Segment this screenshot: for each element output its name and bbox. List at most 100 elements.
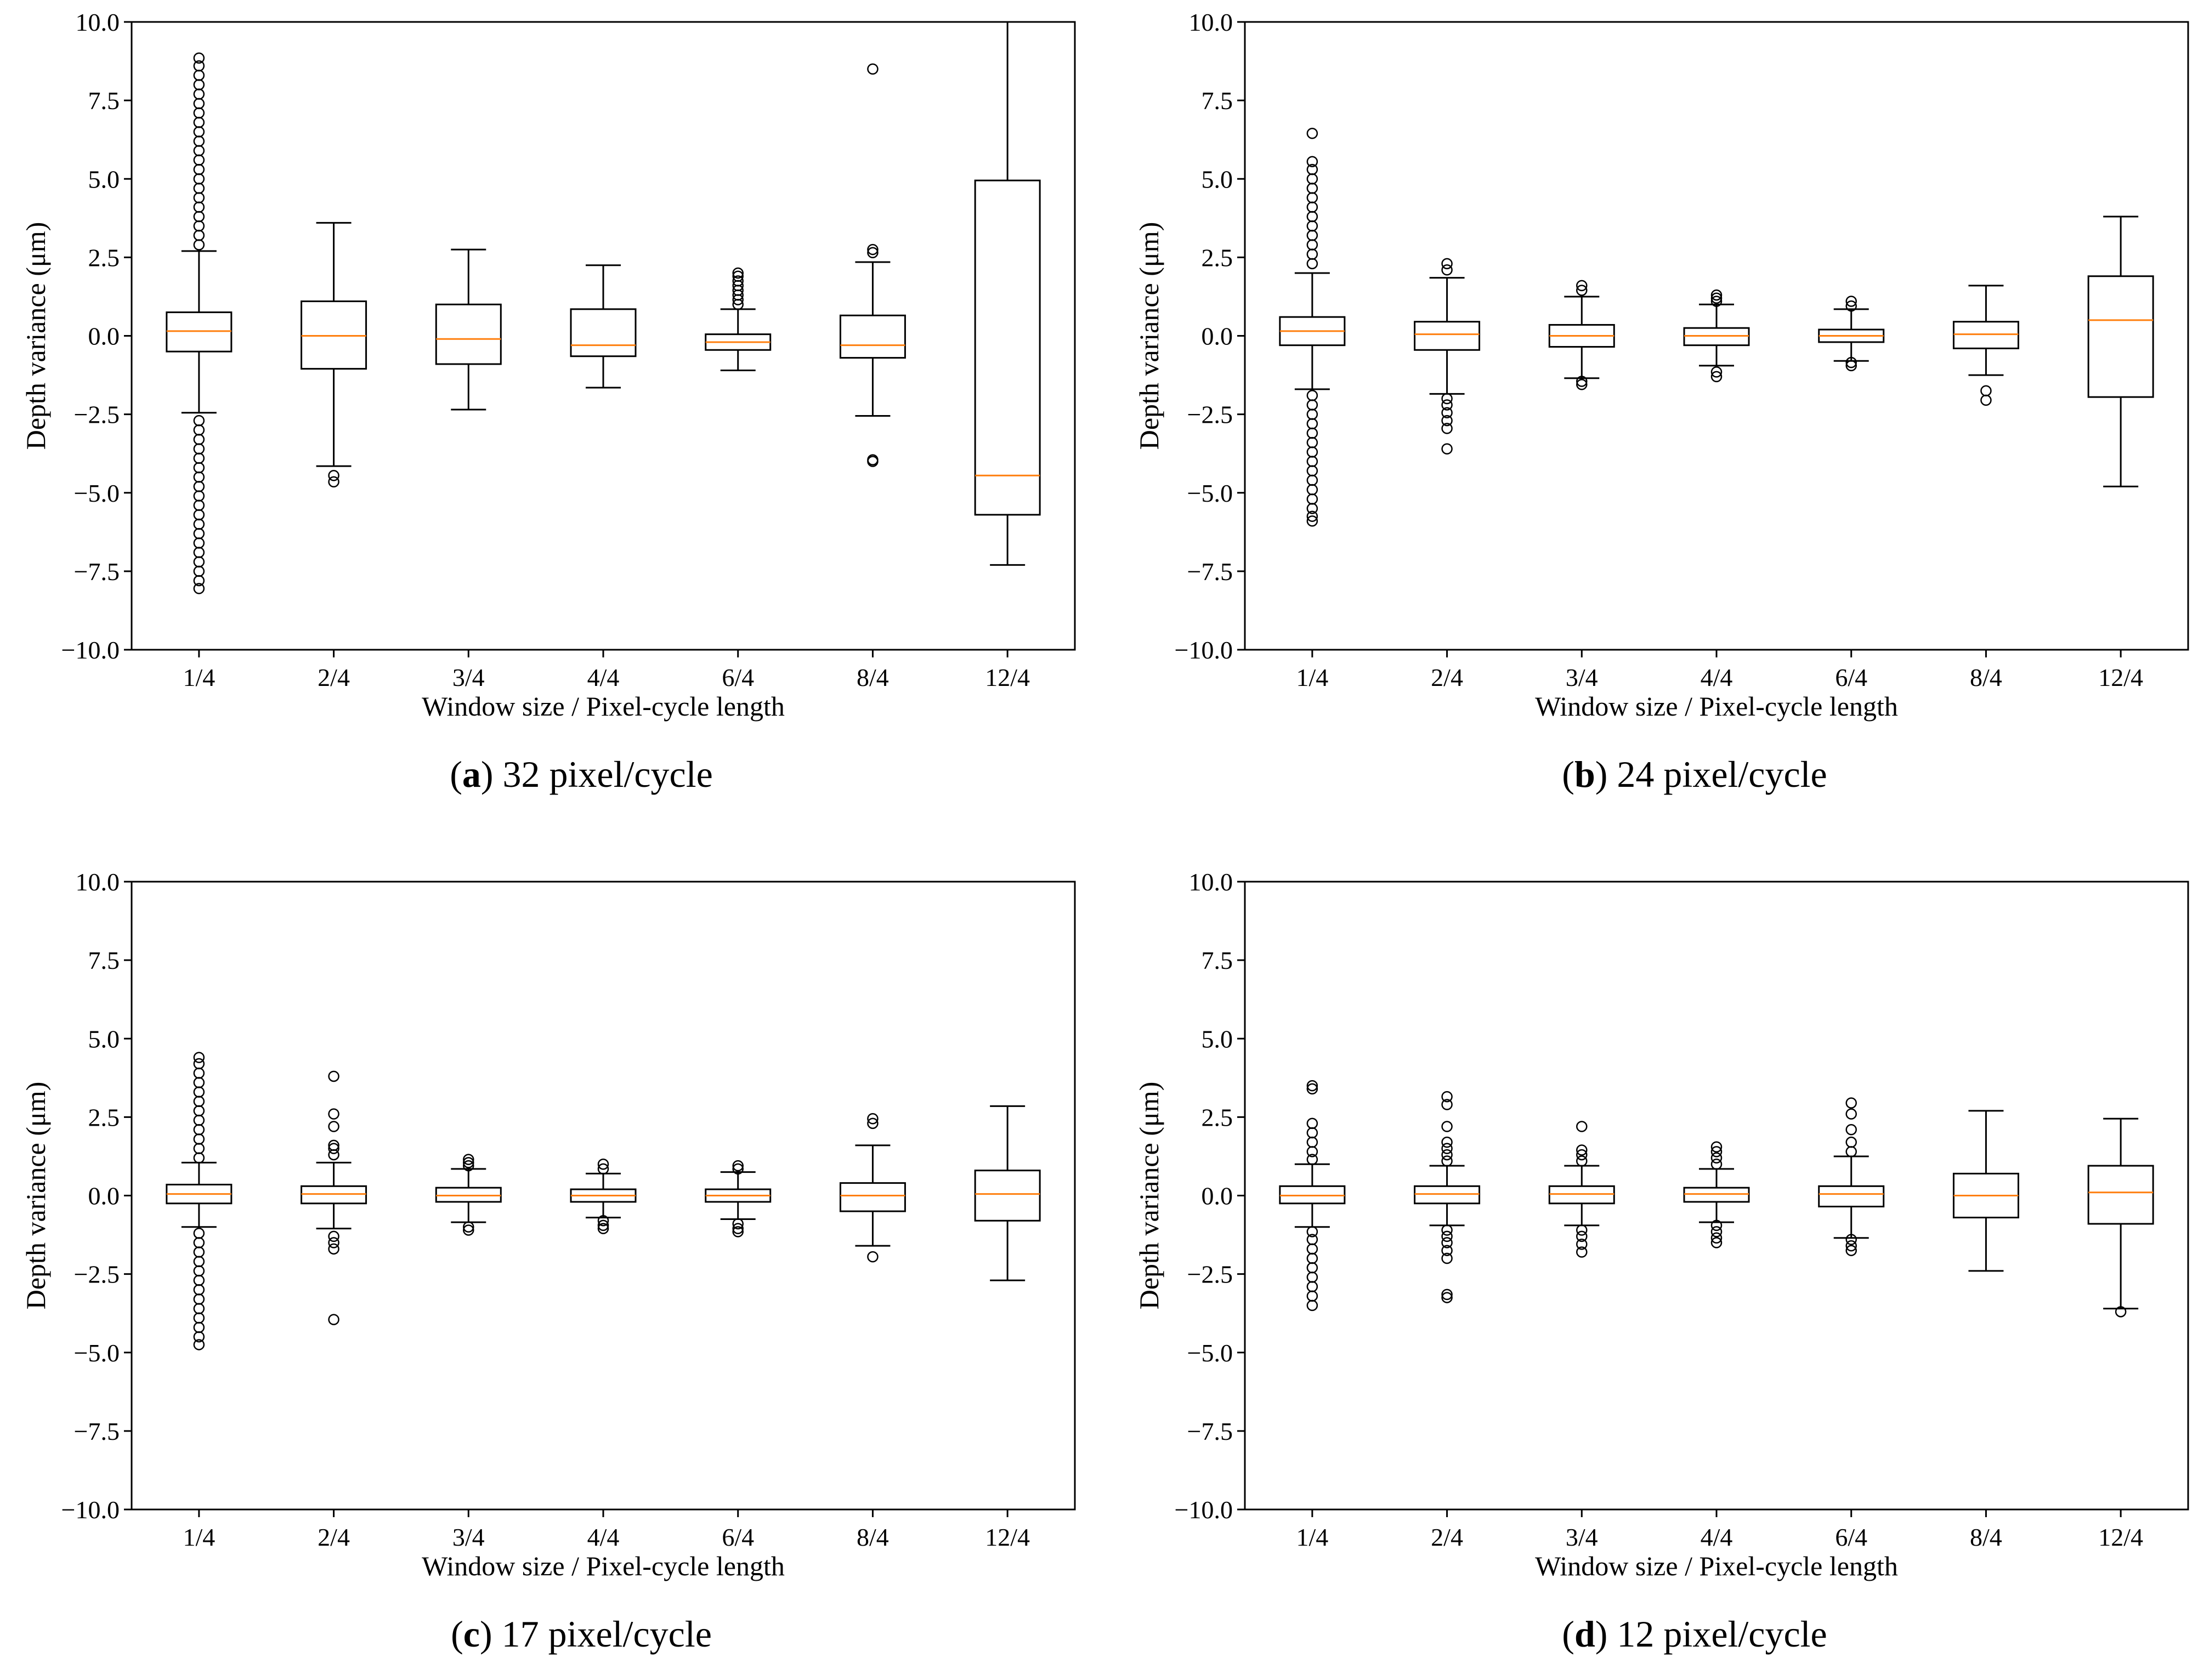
outlier-point bbox=[1576, 376, 1588, 387]
outlier-point bbox=[1306, 399, 1318, 411]
outlier-point bbox=[193, 509, 205, 521]
outlier-point bbox=[1306, 1281, 1318, 1292]
outlier-point bbox=[597, 1219, 609, 1231]
outlier-point bbox=[193, 1321, 205, 1333]
outlier-point bbox=[1710, 366, 1723, 378]
outlier-point bbox=[328, 1139, 339, 1151]
outlier-point bbox=[732, 267, 744, 279]
outlier-point bbox=[1441, 1143, 1453, 1154]
outlier-point bbox=[1306, 418, 1318, 430]
outlier-point bbox=[1306, 239, 1318, 251]
x-tick-label: 8/4 bbox=[857, 1523, 889, 1551]
x-axis-label: Window size / Pixel-cycle length bbox=[422, 1551, 785, 1581]
y-axis-label: Depth variance (μm) bbox=[1134, 222, 1164, 450]
x-tick-label: 1/4 bbox=[183, 663, 215, 691]
panel-a: 10.0 7.5 5.0 2.5 0.0 −2.5 −5.0 −7.5 −10.0 1/4 2/4 3… bbox=[20, 8, 1076, 722]
outlier-point bbox=[193, 201, 205, 213]
outlier-point bbox=[328, 470, 339, 481]
outlier-point bbox=[328, 1237, 339, 1248]
box-2-4 bbox=[301, 1070, 367, 1325]
box-6-4 bbox=[1818, 296, 1885, 372]
panel-c: 10.0 7.5 5.0 2.5 0.0 −2.5 −5.0 −7.5 −10.0 1/4 2/4 3… bbox=[20, 868, 1076, 1581]
outlier-point bbox=[328, 1230, 339, 1242]
outlier-point bbox=[1441, 1230, 1453, 1242]
outlier-point bbox=[193, 1274, 205, 1286]
outlier-point bbox=[1306, 515, 1318, 527]
box-2-4 bbox=[301, 222, 367, 487]
outlier-point bbox=[193, 481, 205, 492]
outlier-point bbox=[328, 1314, 339, 1325]
outlier-point bbox=[597, 1215, 609, 1227]
box-8-4 bbox=[1952, 285, 2019, 406]
y-axis-label: Depth variance (μm) bbox=[1134, 1082, 1164, 1310]
outlier-point bbox=[1576, 1230, 1588, 1242]
x-tick-label: 6/4 bbox=[1835, 663, 1867, 691]
y-tick-label: −2.5 bbox=[74, 1261, 120, 1289]
outlier-point bbox=[193, 1339, 205, 1350]
outlier-point bbox=[193, 1303, 205, 1314]
outlier-point bbox=[193, 565, 205, 577]
outlier-point bbox=[328, 1121, 339, 1132]
outlier-point bbox=[328, 1243, 339, 1255]
outlier-point bbox=[193, 88, 205, 100]
box-1-4 bbox=[1279, 127, 1346, 527]
outlier-point bbox=[193, 173, 205, 185]
outlier-point bbox=[2115, 1306, 2127, 1318]
outlier-point bbox=[193, 452, 205, 464]
outlier-point bbox=[1306, 390, 1318, 401]
x-tick-label: 8/4 bbox=[857, 663, 889, 691]
outlier-point bbox=[1306, 1136, 1318, 1148]
outlier-point bbox=[328, 476, 339, 487]
outlier-point bbox=[732, 1160, 744, 1172]
x-tick-label: 2/4 bbox=[1431, 663, 1463, 691]
outlier-point bbox=[193, 163, 205, 175]
y-tick-label: 7.5 bbox=[88, 87, 120, 115]
outlier-point bbox=[1306, 1262, 1318, 1274]
y-tick-label: 10.0 bbox=[1189, 8, 1233, 36]
x-tick-label: 4/4 bbox=[587, 663, 620, 691]
outlier-point bbox=[1710, 289, 1723, 301]
box-12-4 bbox=[974, 1105, 1041, 1281]
box-4-4 bbox=[570, 264, 637, 389]
outlier-point bbox=[193, 70, 205, 81]
outlier-point bbox=[1710, 1232, 1723, 1244]
outlier-point bbox=[328, 1070, 339, 1082]
y-tick-label: 2.5 bbox=[1202, 243, 1233, 271]
outlier-point bbox=[732, 270, 744, 282]
outlier-point bbox=[1306, 1117, 1318, 1130]
outlier-point bbox=[193, 154, 205, 166]
outlier-point bbox=[1845, 1108, 1857, 1120]
iqr-box bbox=[974, 1170, 1041, 1222]
outlier-point bbox=[1441, 443, 1453, 455]
y-tick-label: −7.5 bbox=[1187, 1417, 1233, 1445]
y-tick-label: 0.0 bbox=[88, 322, 120, 350]
outlier-point bbox=[193, 1284, 205, 1296]
outlier-point bbox=[328, 1108, 339, 1120]
outlier-point bbox=[193, 462, 205, 474]
outlier-point bbox=[1306, 220, 1318, 232]
outlier-point bbox=[1845, 296, 1857, 307]
y-tick-label: 7.5 bbox=[1202, 87, 1233, 115]
outlier-point bbox=[1710, 371, 1723, 383]
outlier-point bbox=[1441, 1099, 1453, 1110]
y-tick-label: −10.0 bbox=[1175, 636, 1233, 664]
iqr-box bbox=[2087, 275, 2154, 398]
box-4-4 bbox=[1683, 289, 1750, 383]
outlier-point bbox=[1306, 1290, 1318, 1302]
outlier-point bbox=[867, 243, 879, 256]
outlier-point bbox=[1441, 1149, 1453, 1161]
x-tick-label: 12/4 bbox=[2098, 663, 2143, 691]
x-tick-label: 3/4 bbox=[452, 1523, 485, 1551]
box-6-4 bbox=[705, 267, 772, 371]
outlier-point bbox=[1576, 285, 1588, 296]
outlier-point bbox=[193, 1133, 205, 1145]
outlier-point bbox=[1306, 1080, 1318, 1092]
outlier-point bbox=[867, 247, 879, 259]
outlier-point bbox=[1845, 300, 1857, 312]
box-12-4 bbox=[974, 22, 1041, 566]
y-tick-label: 0.0 bbox=[1202, 322, 1233, 350]
outlier-point bbox=[193, 52, 205, 64]
outlier-point bbox=[1306, 1252, 1318, 1264]
outlier-point bbox=[193, 1312, 205, 1324]
outlier-point bbox=[1576, 1155, 1588, 1167]
